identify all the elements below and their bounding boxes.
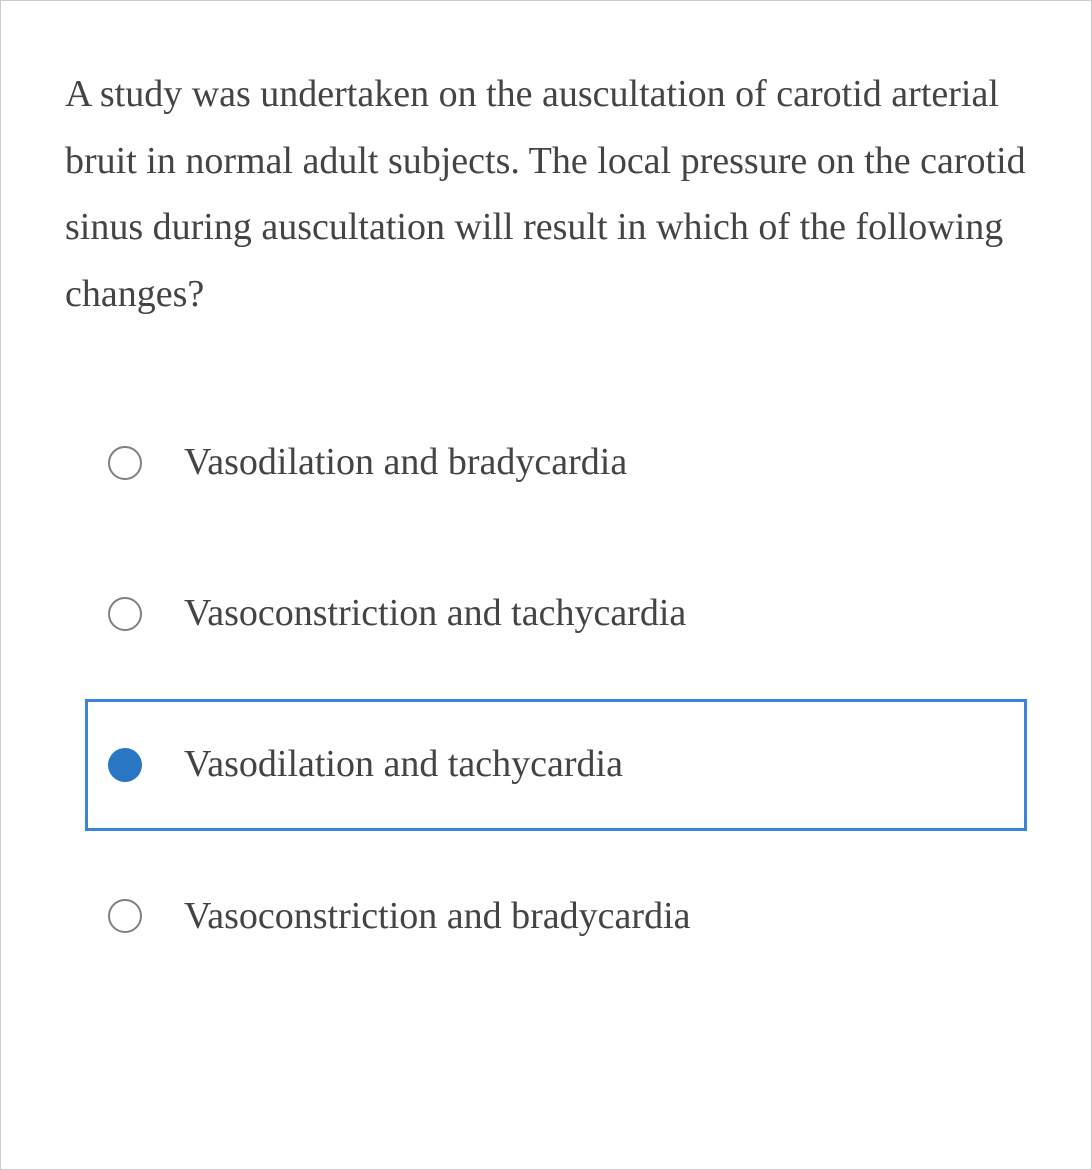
radio-icon	[108, 899, 142, 933]
radio-icon	[108, 597, 142, 631]
option-2[interactable]: Vasoconstriction and tachycardia	[85, 548, 1027, 679]
radio-filled-icon	[108, 748, 142, 782]
question-text: A study was undertaken on the auscultati…	[65, 61, 1027, 327]
option-1[interactable]: Vasodilation and bradycardia	[85, 397, 1027, 528]
option-4[interactable]: Vasoconstriction and bradycardia	[85, 851, 1027, 956]
option-3[interactable]: Vasodilation and tachycardia	[85, 699, 1027, 830]
option-label: Vasodilation and tachycardia	[184, 738, 623, 791]
option-label: Vasodilation and bradycardia	[184, 436, 627, 489]
radio-icon	[108, 446, 142, 480]
quiz-container: A study was undertaken on the auscultati…	[1, 1, 1091, 996]
options-list: Vasodilation and bradycardia Vasoconstri…	[65, 397, 1027, 956]
option-label: Vasoconstriction and tachycardia	[184, 587, 686, 640]
option-label: Vasoconstriction and bradycardia	[184, 890, 691, 943]
